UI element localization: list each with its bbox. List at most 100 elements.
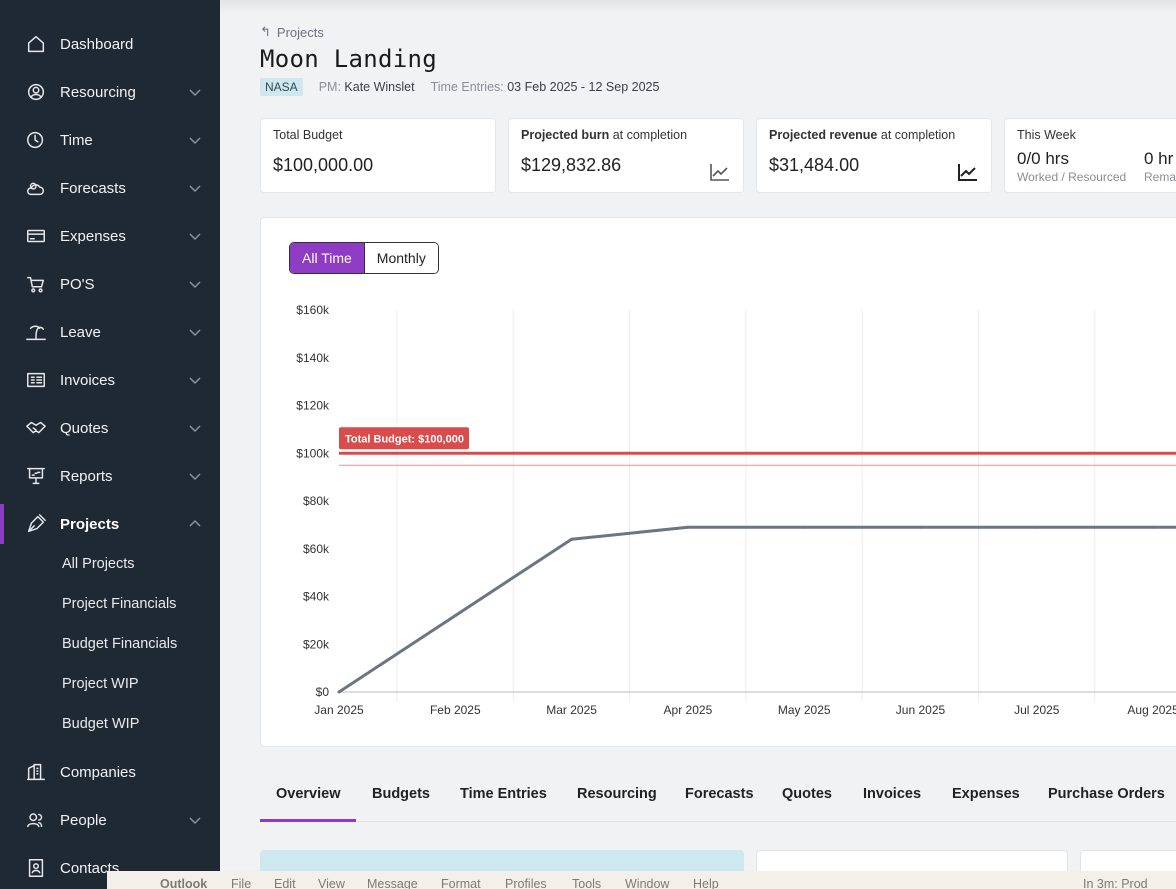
handshake-icon — [24, 416, 48, 440]
breadcrumb-projects[interactable]: Projects — [276, 24, 324, 40]
menu-profiles[interactable]: Profiles — [505, 877, 547, 889]
sidebar-item-leave[interactable]: Leave — [0, 308, 220, 356]
sidebar-item-people[interactable]: People — [0, 796, 220, 844]
sidebar-item-quotes[interactable]: Quotes — [0, 404, 220, 452]
tab-time-entries[interactable]: Time Entries — [460, 786, 547, 802]
chevron-down-icon — [188, 813, 202, 827]
sidebar-item-dashboard[interactable]: Dashboard — [0, 20, 220, 68]
sidebar-item-label: Reports — [60, 467, 113, 485]
menu-edit[interactable]: Edit — [274, 877, 296, 889]
sidebar-item-companies[interactable]: Companies — [0, 748, 220, 796]
tab-quotes[interactable]: Quotes — [782, 786, 832, 802]
sidebar-subitem-budget-financials[interactable]: Budget Financials — [62, 636, 178, 652]
presentation-icon — [24, 464, 48, 488]
card-title: Projected revenue at completion — [769, 128, 956, 142]
data-point — [453, 614, 457, 618]
invoice-icon — [24, 368, 48, 392]
pen-tool-icon — [24, 512, 48, 536]
sidebar-item-label: Resourcing — [60, 83, 136, 101]
sidebar-item-invoices[interactable]: Invoices — [0, 356, 220, 404]
tab-budgets[interactable]: Budgets — [372, 786, 430, 802]
sidebar-item-expenses[interactable]: Expenses — [0, 212, 220, 260]
sidebar-item-label: Invoices — [60, 371, 116, 389]
period-toggle[interactable]: All Time Monthly — [289, 242, 439, 274]
card-value: $100,000.00 — [273, 155, 374, 175]
sidebar-subitem-project-wip[interactable]: Project WIP — [62, 676, 139, 692]
active-tab-underline — [260, 819, 356, 822]
menu-tools[interactable]: Tools — [572, 877, 602, 889]
sidebar-item-label: Contacts — [60, 859, 120, 877]
card-title: Total Budget — [273, 128, 343, 142]
menu-outlook[interactable]: Outlook — [160, 877, 208, 889]
toggle-monthly[interactable]: Monthly — [363, 243, 438, 273]
budget-label: Total Budget: $100,000 — [345, 433, 464, 445]
sidebar-item-projects[interactable]: Projects — [0, 500, 220, 548]
menu-view[interactable]: View — [318, 877, 345, 889]
sidebar-item-resourcing[interactable]: Resourcing — [0, 68, 220, 116]
y-tick-label: $40k — [303, 590, 330, 604]
chevron-down-icon — [188, 133, 202, 147]
projected-revenue-card[interactable]: Projected revenue at completion $31,484.… — [756, 118, 992, 193]
toggle-all-time[interactable]: All Time — [290, 243, 364, 273]
data-point — [686, 525, 690, 529]
projected-burn-card[interactable]: Projected burn at completion $129,832.86 — [508, 118, 744, 193]
resourcing-icon — [24, 80, 48, 104]
data-point — [570, 537, 574, 541]
tab-resourcing[interactable]: Resourcing — [577, 786, 657, 802]
sidebar-item-label: Dashboard — [60, 35, 134, 53]
sidebar-subitem-all-projects[interactable]: All Projects — [62, 556, 135, 572]
chevron-down-icon — [188, 469, 202, 483]
y-tick-label: $120k — [296, 399, 330, 413]
data-point — [1035, 525, 1039, 529]
building-icon — [24, 760, 48, 784]
trend-chart-icon[interactable] — [957, 162, 979, 182]
chevron-down-icon — [188, 85, 202, 99]
x-tick-label: May 2025 — [778, 703, 831, 717]
sidebar-item-reports[interactable]: Reports — [0, 452, 220, 500]
chevron-down-icon — [188, 229, 202, 243]
tab-invoices[interactable]: Invoices — [863, 786, 922, 802]
sidebar-item-forecasts[interactable]: Forecasts — [0, 164, 220, 212]
menu-file[interactable]: File — [231, 877, 252, 889]
menu-window[interactable]: Window — [625, 877, 670, 889]
total-budget-card: Total Budget $100,000.00 — [260, 118, 496, 193]
active-indicator — [0, 504, 4, 544]
clock-icon — [24, 128, 48, 152]
tab-overview[interactable]: Overview — [276, 786, 341, 802]
x-tick-label: Jan 2025 — [314, 703, 364, 717]
sidebar-item-pos[interactable]: PO'S — [0, 260, 220, 308]
calendar-reminder[interactable]: In 3m: Prod — [1083, 877, 1148, 889]
y-tick-label: $100k — [296, 446, 330, 460]
data-point — [802, 525, 806, 529]
x-tick-label: Mar 2025 — [546, 703, 597, 717]
sidebar-subitem-budget-wip[interactable]: Budget WIP — [62, 716, 140, 732]
back-arrow-icon: ↰ — [260, 24, 271, 39]
budget-burn-chart: $0 $20k $40k $60k $80k $100k $120k $140k $160k Ja… — [296, 303, 1176, 717]
tab-expenses[interactable]: Expenses — [952, 786, 1020, 802]
sidebar-item-label: Expenses — [60, 227, 126, 245]
breadcrumb[interactable]: ↰ Projects — [260, 24, 324, 40]
x-tick-label: Aug 2025 — [1127, 703, 1176, 717]
sidebar-item-contacts[interactable]: Contacts — [0, 844, 220, 889]
menu-help[interactable]: Help — [693, 877, 719, 889]
x-tick-label: Apr 2025 — [664, 703, 713, 717]
tab-purchase-orders[interactable]: Purchase Orders — [1048, 786, 1165, 802]
sidebar-item-time[interactable]: Time — [0, 116, 220, 164]
remaining-value: 0 hr — [1144, 149, 1174, 168]
tab-forecasts[interactable]: Forecasts — [685, 786, 754, 802]
menu-message[interactable]: Message — [367, 877, 418, 889]
project-meta: NASA PM: Kate Winslet Time Entries: 03 F… — [260, 78, 659, 96]
home-icon — [24, 32, 48, 56]
menu-format[interactable]: Format — [441, 877, 481, 889]
x-tick-label: Jul 2025 — [1014, 703, 1060, 717]
sidebar: Dashboard Resourcing Time Forecasts Expe… — [0, 0, 220, 889]
people-icon — [24, 808, 48, 832]
cart-icon — [24, 272, 48, 296]
y-tick-label: $140k — [296, 351, 330, 365]
project-tabs: Overview Budgets Time Entries Resourcing… — [260, 778, 1176, 822]
page-title: Moon Landing — [260, 45, 437, 73]
sidebar-subitem-project-financials[interactable]: Project Financials — [62, 596, 177, 612]
trend-chart-icon[interactable] — [709, 162, 731, 182]
sidebar-item-label: Companies — [60, 763, 136, 781]
pm-value: Kate Winslet — [344, 80, 415, 94]
